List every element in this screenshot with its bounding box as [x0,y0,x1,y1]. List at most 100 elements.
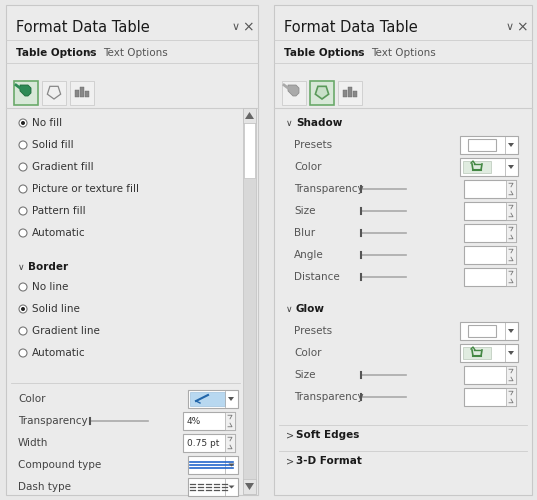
Text: Transparency: Transparency [294,184,364,194]
Bar [460,158,518,176]
Text: Table Options: Table Options [284,48,365,58]
Bar [243,479,256,494]
Bar [243,108,256,123]
Bar [225,434,235,452]
Text: ∨: ∨ [286,304,293,314]
Bar [282,81,306,105]
Text: Gradient fill: Gradient fill [32,162,93,172]
Text: Blur: Blur [294,228,315,238]
Text: Compound type: Compound type [18,460,101,470]
Text: 3-D Format: 3-D Format [296,456,362,466]
Polygon shape [229,464,235,466]
Text: Distance: Distance [294,272,340,282]
Text: Gradient line: Gradient line [32,326,100,336]
Circle shape [19,349,27,357]
Text: Size: Size [294,370,316,380]
Circle shape [19,305,27,313]
Text: Format Data Table: Format Data Table [16,20,150,34]
Bar [460,344,518,362]
Bar [464,268,516,286]
Bar [468,325,496,337]
Bar [225,412,235,430]
Bar [243,108,256,494]
Circle shape [19,163,27,171]
Text: 4%: 4% [187,416,201,426]
Polygon shape [288,85,299,96]
Polygon shape [245,112,254,119]
Text: Solid line: Solid line [32,304,80,314]
Polygon shape [508,329,514,333]
Circle shape [19,327,27,335]
Polygon shape [508,143,514,147]
Bar [506,202,516,220]
Bar [188,456,238,474]
Polygon shape [508,165,514,169]
Bar [506,388,516,406]
Text: Soft Edges: Soft Edges [296,430,359,440]
Text: Format Data Table: Format Data Table [284,20,418,34]
Bar [464,180,516,198]
Text: Transparency: Transparency [294,392,364,402]
Bar [460,136,518,154]
Text: >: > [286,430,294,440]
Text: ∨: ∨ [232,22,240,32]
Text: Angle: Angle [294,250,324,260]
Circle shape [21,121,25,125]
Bar [70,81,94,105]
Bar [188,478,238,496]
Bar [464,246,516,264]
Bar [85,91,89,97]
Text: Presets: Presets [294,326,332,336]
Bar [506,366,516,384]
Text: Pattern fill: Pattern fill [32,206,85,216]
Text: 0.75 pt: 0.75 pt [187,438,220,448]
Bar [188,390,238,408]
Bar [183,412,235,430]
Text: No line: No line [32,282,68,292]
Text: Border: Border [28,262,68,272]
Text: Color: Color [18,394,46,404]
Bar [468,139,496,151]
Circle shape [19,141,27,149]
Text: Size: Size [294,206,316,216]
Bar [349,87,352,97]
Text: Presets: Presets [294,140,332,150]
Polygon shape [245,483,254,490]
Bar [506,224,516,242]
Bar [14,81,38,105]
Bar [506,180,516,198]
Bar [274,5,532,495]
Polygon shape [20,85,31,96]
Bar [6,5,258,495]
Bar [190,392,225,406]
Text: No fill: No fill [32,118,62,128]
Text: Color: Color [294,162,322,172]
Bar [353,91,357,97]
Bar [460,322,518,340]
Bar [464,202,516,220]
Circle shape [19,229,27,237]
Text: Automatic: Automatic [32,348,85,358]
Text: Text Options: Text Options [371,48,436,58]
Circle shape [21,307,25,311]
Bar [183,434,235,452]
Text: ∨: ∨ [354,48,360,58]
Text: ×: × [516,20,528,34]
Bar [463,161,491,173]
Bar [463,347,491,359]
Bar [42,81,66,105]
Bar [80,87,84,97]
Bar [310,81,334,105]
Text: >: > [286,456,294,466]
Circle shape [19,119,27,127]
Text: ×: × [242,20,254,34]
Bar [244,123,255,178]
Bar [464,366,516,384]
Bar [506,268,516,286]
Text: Automatic: Automatic [32,228,85,238]
Text: Text Options: Text Options [103,48,168,58]
Text: Solid fill: Solid fill [32,140,74,150]
Text: Width: Width [18,438,48,448]
Polygon shape [228,397,234,401]
Text: Table Options: Table Options [16,48,97,58]
